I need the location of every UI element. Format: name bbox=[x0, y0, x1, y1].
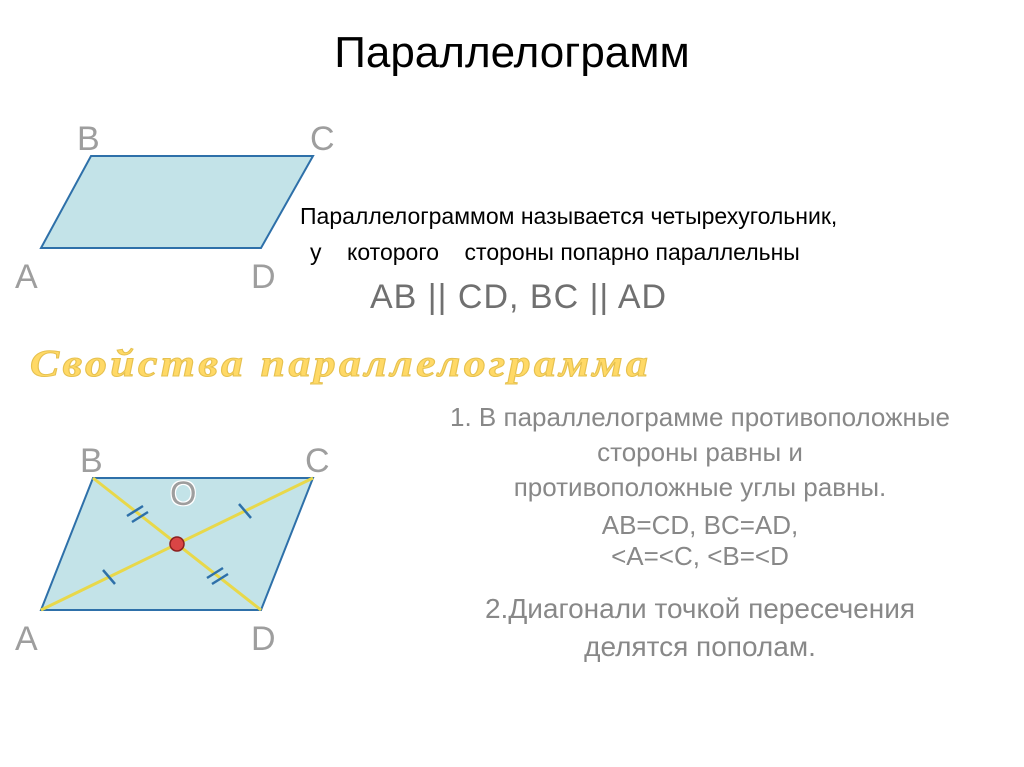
vertex-c-2: C bbox=[305, 442, 330, 481]
vertex-d-2: D bbox=[251, 620, 276, 659]
property-1-line-3: противоположные углы равны. bbox=[514, 472, 887, 502]
center-point-o bbox=[170, 537, 184, 551]
property-1-notation-2: <A=<C, <B=<D bbox=[611, 541, 789, 571]
vertex-c-1: C bbox=[310, 120, 335, 159]
page-title: Параллелограмм bbox=[0, 0, 1024, 78]
property-2-line-1: 2.Диагонали точкой пересечения bbox=[485, 593, 915, 624]
center-label-o: O bbox=[170, 475, 196, 514]
property-1-notation-1: AB=CD, BC=AD, bbox=[602, 510, 799, 540]
property-1-notation: AB=CD, BC=AD, <A=<C, <B=<D bbox=[380, 510, 1020, 572]
property-2-line-2: делятся пополам. bbox=[584, 631, 816, 662]
definition-line-2: у которого стороны попарно параллельны bbox=[310, 234, 800, 271]
parallel-notation: AB || CD, BC || AD bbox=[370, 278, 667, 317]
definition-line-1: Параллелограммом называется четырехуголь… bbox=[300, 198, 837, 235]
property-1-line-1: 1. В параллелограмме противоположные bbox=[450, 402, 950, 432]
vertex-a-1: A bbox=[15, 258, 38, 297]
section-title-properties: Свойства параллелограмма bbox=[30, 342, 651, 386]
vertex-b-1: B bbox=[77, 120, 100, 159]
property-1-line-2: стороны равны и bbox=[597, 437, 803, 467]
vertex-d-1: D bbox=[251, 258, 276, 297]
vertex-b-2: B bbox=[80, 442, 103, 481]
parallelogram-shape-1 bbox=[41, 156, 313, 248]
diagram-parallelogram-diagonals: A B C D O bbox=[15, 450, 355, 670]
vertex-a-2: A bbox=[15, 620, 38, 659]
property-1-text: 1. В параллелограмме противоположные сто… bbox=[380, 400, 1020, 505]
property-2-text: 2.Диагонали точкой пересечения делятся п… bbox=[380, 590, 1020, 666]
